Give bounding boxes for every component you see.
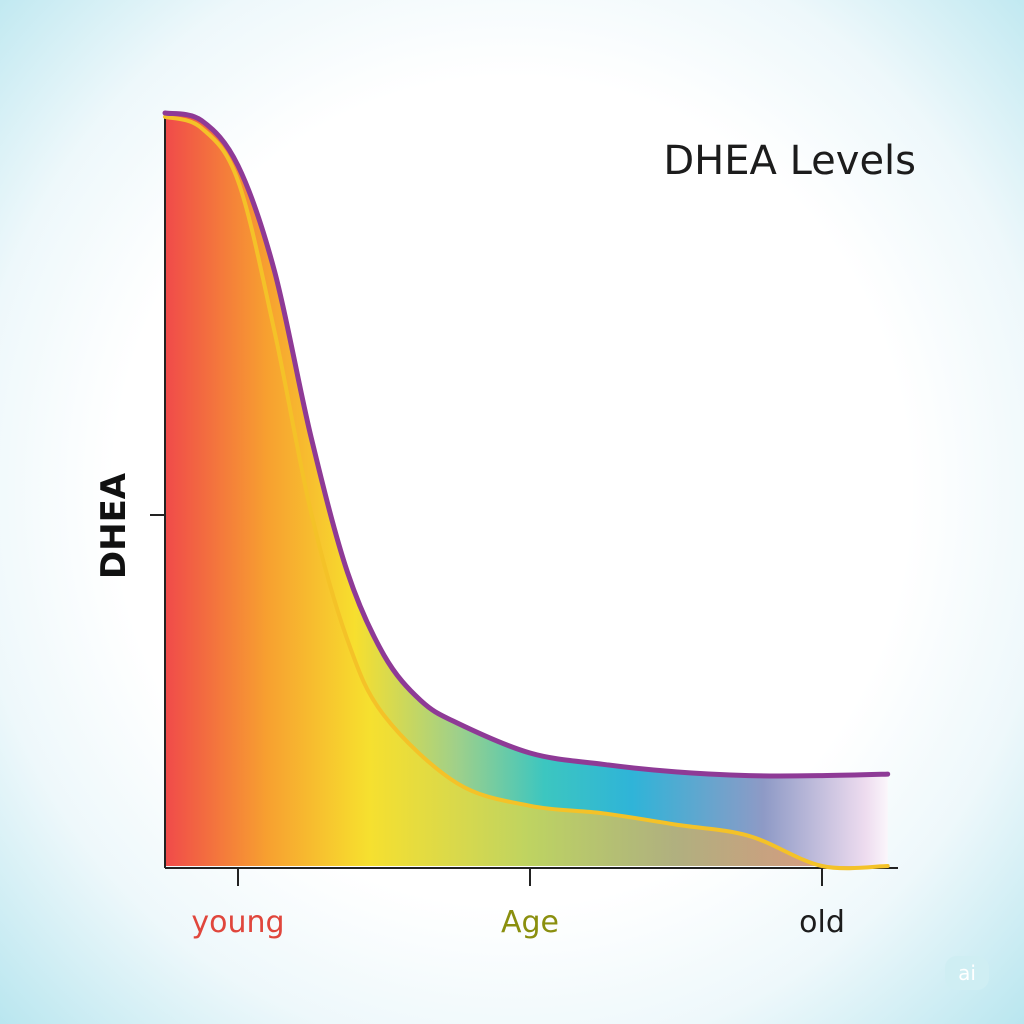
y-axis-label: DHEA [94,472,134,579]
x-ticks: young Age old [191,868,845,940]
dhea-upper-curve [162,110,891,779]
x-tick-label: Age [501,905,559,940]
ai-badge-background [945,956,989,990]
x-tick-label: old [799,905,845,940]
dhea-lower-area [165,116,888,869]
ai-badge-label: ai [958,961,976,985]
x-tick-label: young [191,905,284,940]
dhea-lower-curve [163,114,890,871]
ai-badge: ai [945,956,989,990]
chart-title: DHEA Levels [663,138,916,184]
